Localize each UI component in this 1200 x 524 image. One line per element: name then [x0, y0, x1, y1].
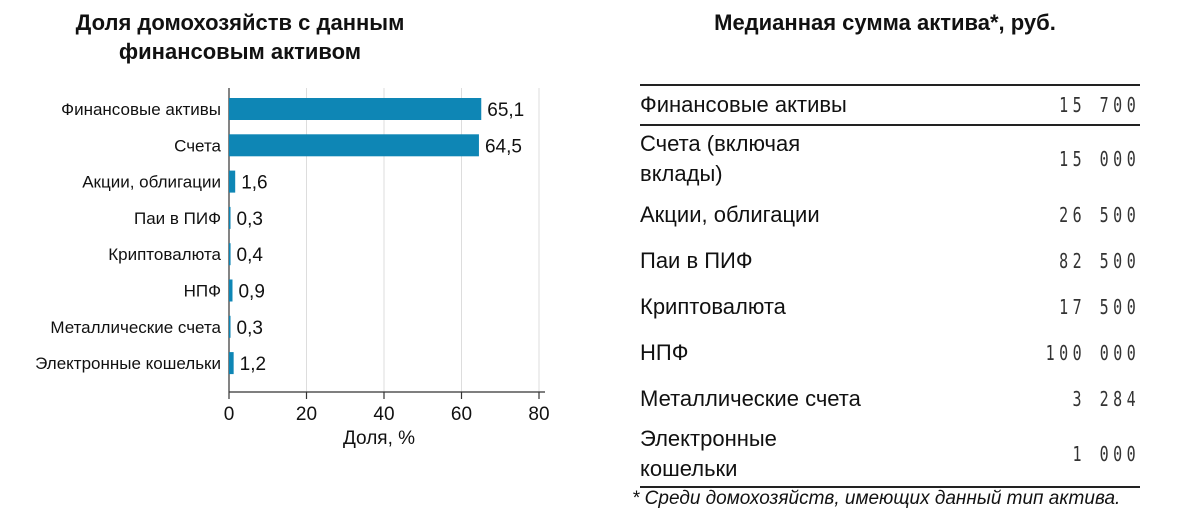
table-row: НПФ 100 000	[640, 330, 1140, 376]
category-label: Паи в ПИФ	[134, 209, 221, 228]
bar	[229, 134, 479, 157]
asset-value: 26 500	[1058, 203, 1140, 227]
x-tick-label: 60	[451, 404, 472, 425]
x-axis-label: Доля, %	[343, 428, 415, 449]
value-label: 0,3	[237, 318, 263, 339]
category-label: Металлические счета	[50, 318, 221, 337]
bar	[229, 243, 231, 266]
asset-name: Криптовалюта	[640, 294, 786, 319]
table-row: Финансовые активы 15 700	[640, 86, 1140, 126]
category-label: НПФ	[184, 282, 221, 301]
bar	[229, 206, 231, 229]
asset-name: Акции, облигации	[640, 202, 820, 227]
asset-value: 15 700	[1058, 93, 1140, 117]
value-label: 0,4	[237, 245, 264, 266]
bar	[229, 352, 234, 375]
bar	[229, 98, 482, 120]
x-tick-label: 0	[224, 404, 235, 425]
asset-name: Электронные кошельки	[640, 426, 777, 481]
table-row: Акции, облигации 26 500	[640, 192, 1140, 238]
value-label: 0,3	[237, 209, 263, 230]
x-tick-label: 40	[373, 404, 394, 425]
asset-value: 3 284	[1072, 387, 1140, 411]
category-label: Финансовые активы	[61, 100, 221, 119]
right-panel: Медианная сумма актива*, руб. Финансовые…	[620, 0, 1200, 524]
table-title: Медианная сумма актива*, руб.	[714, 10, 1056, 35]
asset-name: НПФ	[640, 340, 689, 365]
table-row: Счета (включая вклады) 15 000	[640, 126, 1140, 192]
category-label: Электронные кошельки	[35, 354, 221, 373]
asset-value: 100 000	[1045, 341, 1140, 365]
value-label: 65,1	[487, 100, 524, 121]
asset-name: Финансовые активы	[640, 92, 847, 117]
asset-value: 1 000	[1072, 442, 1140, 466]
category-label: Счета	[174, 136, 221, 155]
asset-name: Паи в ПИФ	[640, 248, 753, 273]
bar	[229, 170, 236, 193]
table-row: Криптовалюта 17 500	[640, 284, 1140, 330]
value-label: 1,2	[240, 354, 266, 375]
category-label: Акции, облигации	[82, 173, 221, 192]
left-panel: Доля домохозяйств с данным финансовым ак…	[35, 10, 550, 449]
bar	[229, 279, 233, 302]
asset-value: 15 000	[1058, 147, 1140, 171]
asset-name: Счета (включая вклады)	[640, 131, 801, 186]
asset-value: 82 500	[1058, 249, 1140, 273]
x-tick-label: 20	[296, 404, 317, 425]
bar	[229, 315, 231, 338]
value-label: 0,9	[238, 282, 264, 303]
table-row: Электронные кошельки 1 000	[640, 422, 1140, 486]
table-row: Паи в ПИФ 82 500	[640, 238, 1140, 284]
footnote: * Среди домохозяйств, имеющих данный тип…	[632, 488, 1121, 509]
median-amount-table: Финансовые активы 15 700 Счета (включая …	[640, 84, 1140, 488]
value-label: 1,6	[241, 173, 267, 194]
chart-title: Доля домохозяйств с данным финансовым ак…	[75, 10, 405, 64]
asset-name: Металлические счета	[640, 386, 861, 411]
bar-chart: 0 20 40 60 80 Доля, % Финансовые активы 65,1 Сче…	[35, 88, 550, 449]
table-row: Металлические счета 3 284	[640, 376, 1140, 422]
category-label: Криптовалюта	[108, 245, 221, 264]
value-label: 64,5	[485, 136, 522, 157]
asset-value: 17 500	[1058, 295, 1140, 319]
x-tick-label: 80	[528, 404, 549, 425]
